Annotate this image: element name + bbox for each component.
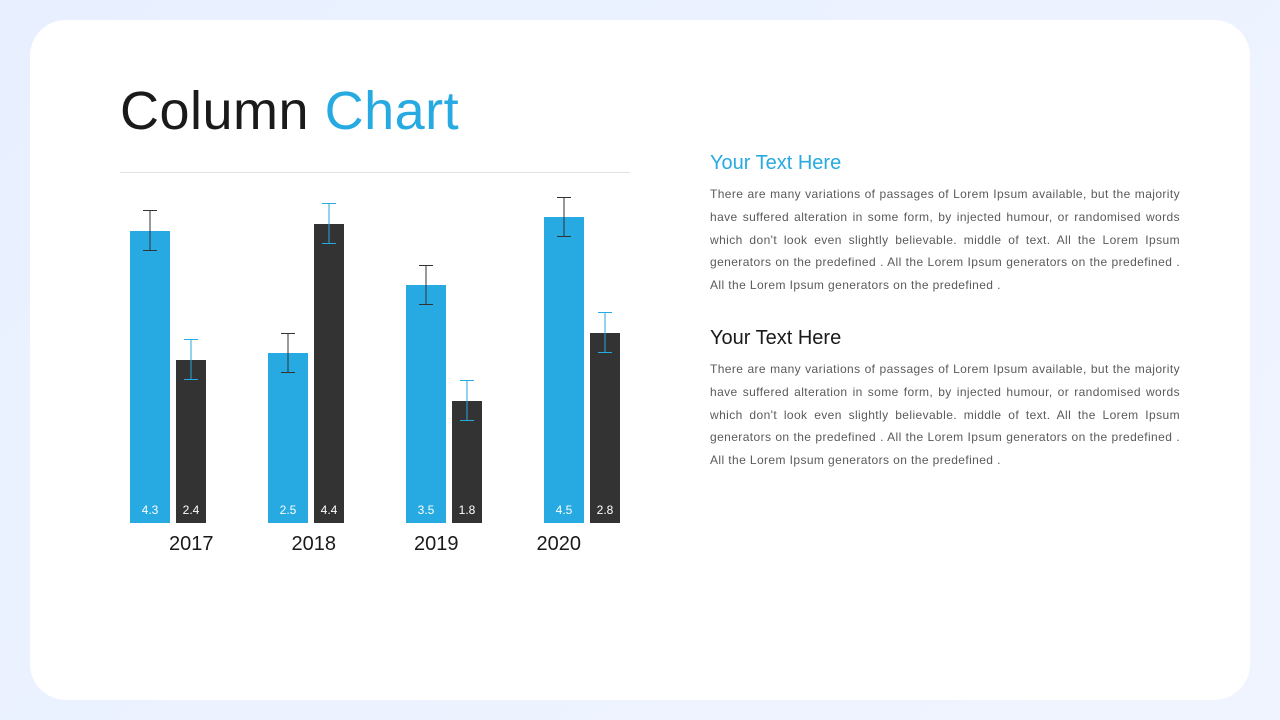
bar-value-label: 4.3 <box>130 503 170 517</box>
error-bar <box>184 339 198 380</box>
bar: 2.8 <box>590 333 620 523</box>
title-word-1: Column <box>120 81 309 141</box>
bar-value-label: 4.5 <box>544 503 584 517</box>
xaxis-label: 2017 <box>130 533 253 556</box>
bar-group: 2.5 4.4 <box>268 224 344 523</box>
section-body: There are many variations of passages of… <box>710 358 1180 472</box>
chart-top-rule <box>120 172 630 173</box>
bar-group: 3.5 1.8 <box>406 285 482 523</box>
text-section-1: Your Text Here There are many variations… <box>710 152 1180 297</box>
bar-holder: 4.4 <box>314 224 344 523</box>
bar: 3.5 <box>406 285 446 523</box>
bar: 4.4 <box>314 224 344 523</box>
error-bar <box>557 197 571 238</box>
error-bar <box>322 203 336 244</box>
bar-value-label: 2.4 <box>176 503 206 517</box>
bar-value-label: 3.5 <box>406 503 446 517</box>
error-bar <box>460 380 474 421</box>
bar-group: 4.3 2.4 <box>130 231 206 523</box>
slide-title: Column Chart <box>120 80 1180 142</box>
column-chart: 4.3 2.4 2.5 4.4 3.5 1.8 4.5 2.8 <box>120 183 630 523</box>
content-row: 4.3 2.4 2.5 4.4 3.5 1.8 4.5 2.8 201720182019202… <box>120 152 1180 650</box>
bar-holder: 2.8 <box>590 333 620 523</box>
bar-value-label: 1.8 <box>452 503 482 517</box>
bar-value-label: 2.8 <box>590 503 620 517</box>
xaxis-label: 2020 <box>498 533 621 556</box>
section-body: There are many variations of passages of… <box>710 183 1180 297</box>
slide-card: Column Chart 4.3 2.4 2.5 4.4 3.5 1.8 4.5 2.8 20… <box>30 20 1250 700</box>
bar-holder: 1.8 <box>452 401 482 523</box>
text-section-2: Your Text Here There are many variations… <box>710 327 1180 472</box>
bar: 4.5 <box>544 217 584 523</box>
section-title: Your Text Here <box>710 327 1180 350</box>
bar: 2.4 <box>176 360 206 523</box>
text-column: Your Text Here There are many variations… <box>710 152 1180 650</box>
bar-holder: 4.5 <box>544 217 584 523</box>
error-bar <box>143 210 157 251</box>
bar-holder: 4.3 <box>130 231 170 523</box>
section-title: Your Text Here <box>710 152 1180 175</box>
bar-value-label: 4.4 <box>314 503 344 517</box>
xaxis-label: 2019 <box>375 533 498 556</box>
xaxis-label: 2018 <box>253 533 376 556</box>
bar: 4.3 <box>130 231 170 523</box>
bar-group: 4.5 2.8 <box>544 217 620 523</box>
chart-xaxis: 2017201820192020 <box>120 523 630 556</box>
bar-value-label: 2.5 <box>268 503 308 517</box>
error-bar <box>419 265 433 306</box>
chart-wrap: 4.3 2.4 2.5 4.4 3.5 1.8 4.5 2.8 201720182019202… <box>120 183 630 650</box>
error-bar <box>598 312 612 353</box>
bar: 2.5 <box>268 353 308 523</box>
chart-column: 4.3 2.4 2.5 4.4 3.5 1.8 4.5 2.8 201720182019202… <box>120 152 630 650</box>
bar-holder: 2.5 <box>268 353 308 523</box>
bar-holder: 3.5 <box>406 285 446 523</box>
bar-holder: 2.4 <box>176 360 206 523</box>
error-bar <box>281 333 295 374</box>
title-word-2: Chart <box>325 81 460 141</box>
